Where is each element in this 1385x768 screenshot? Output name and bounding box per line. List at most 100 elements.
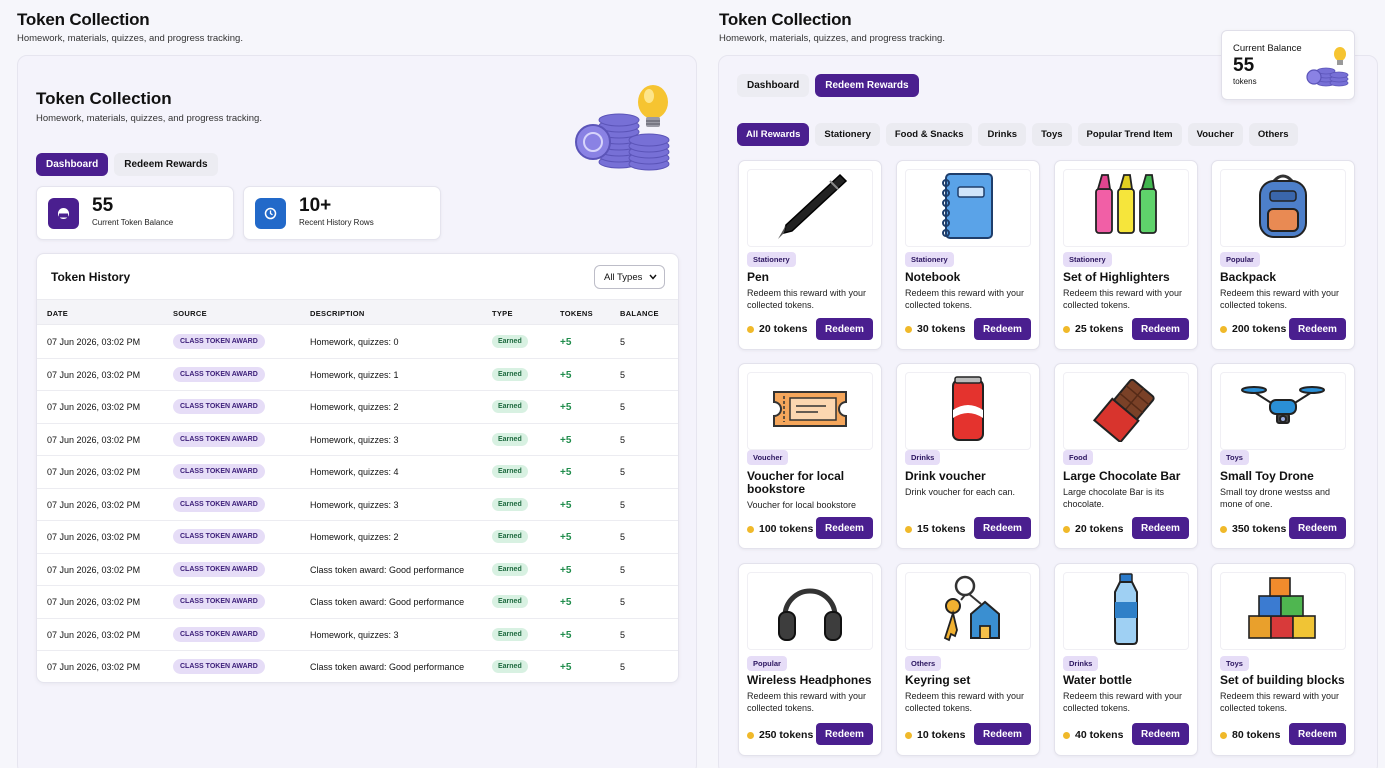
reward-price: 30 tokens (905, 323, 965, 335)
reward-name: Set of Highlighters (1063, 270, 1170, 284)
tab-redeem-rewards[interactable]: Redeem Rewards (815, 74, 919, 97)
reward-name: Backpack (1220, 270, 1277, 284)
notebook-icon (938, 171, 998, 246)
right-tab-bar: Dashboard Redeem Rewards (737, 74, 919, 97)
column-header: DATE (47, 309, 69, 318)
category-food-snacks[interactable]: Food & Snacks (885, 123, 973, 146)
headphones-icon (775, 574, 845, 649)
category-popular-trend-item[interactable]: Popular Trend Item (1077, 123, 1182, 146)
reward-description: Redeem this reward with your collected t… (1220, 691, 1340, 713)
category-badge: Drinks (905, 450, 941, 465)
redeem-button[interactable]: Redeem (1132, 517, 1189, 539)
row-tokens: +5 (560, 434, 572, 446)
table-row: 07 Jun 2026, 03:02 PM CLASS TOKEN AWARD Ho… (37, 391, 678, 424)
coin-icon (1220, 525, 1227, 533)
page-subtitle: Homework, materials, quizzes, and progre… (17, 33, 243, 44)
coin-icon (1220, 731, 1227, 739)
source-badge: CLASS TOKEN AWARD (173, 464, 265, 479)
stat-history-rows: 10+ Recent History Rows (243, 186, 441, 240)
category-stationery[interactable]: Stationery (815, 123, 880, 146)
reward-name: Wireless Headphones (747, 673, 872, 687)
type-badge: Earned (492, 367, 528, 381)
reward-name: Water bottle (1063, 673, 1132, 687)
reward-price: 40 tokens (1063, 729, 1123, 741)
water-bottle-icon (1109, 572, 1143, 651)
type-badge: Earned (492, 400, 528, 413)
row-description: Homework, quizzes: 2 (310, 532, 399, 542)
table-row: 07 Jun 2026, 03:02 PM CLASS TOKEN AWARD Ho… (37, 359, 678, 391)
tab-dashboard[interactable]: Dashboard (737, 74, 810, 97)
reward-price: 10 tokens (905, 729, 965, 741)
table-header: DATE SOURCE DESCRIPTION TYPE TOKENS BALA… (37, 299, 678, 325)
source-badge: CLASS TOKEN AWARD (173, 594, 265, 609)
redeem-button[interactable]: Redeem (816, 517, 873, 539)
category-badge: Food (1063, 450, 1094, 465)
current-balance-card: Current Balance 55 tokens (1221, 30, 1355, 100)
row-balance: 5 (620, 499, 626, 510)
balance-value: 55 (1233, 55, 1255, 76)
source-badge: CLASS TOKEN AWARD (173, 561, 265, 577)
row-tokens: +5 (560, 629, 572, 641)
row-date: 07 Jun 2026, 03:02 PM (47, 629, 141, 640)
reward-name: Set of building blocks (1220, 673, 1345, 687)
reward-card: Stationery Notebook Redeem this reward wit… (896, 160, 1040, 350)
row-date: 07 Jun 2026, 03:02 PM (47, 662, 141, 672)
coin-icon (1063, 525, 1070, 533)
tab-redeem-rewards[interactable]: Redeem Rewards (114, 153, 218, 176)
row-date: 07 Jun 2026, 03:02 PM (47, 369, 141, 380)
reward-description: Redeem this reward with your collected t… (747, 691, 867, 713)
tab-dashboard[interactable]: Dashboard (36, 153, 109, 176)
type-filter-select[interactable]: All Types (594, 265, 665, 289)
category-badge: Others (905, 656, 942, 671)
row-date: 07 Jun 2026, 03:02 PM (47, 532, 141, 542)
category-toys[interactable]: Toys (1032, 123, 1072, 146)
category-voucher[interactable]: Voucher (1187, 123, 1243, 146)
reward-card: Others Keyring set Redeem this reward with… (896, 563, 1040, 756)
redeem-button[interactable]: Redeem (974, 723, 1031, 745)
wallet-icon (48, 198, 79, 229)
source-badge: CLASS TOKEN AWARD (173, 431, 265, 447)
coins-lightbulb-icon (575, 85, 670, 171)
redeem-button[interactable]: Redeem (1132, 318, 1189, 340)
reward-card: Toys Small Toy Drone Small toy drone wests… (1211, 363, 1355, 549)
row-description: Homework, quizzes: 4 (310, 467, 399, 477)
redeem-button[interactable]: Redeem (1289, 318, 1346, 340)
table-row: 07 Jun 2026, 03:02 PM CLASS TOKEN AWARD Ho… (37, 424, 678, 456)
type-badge: Earned (492, 497, 528, 511)
redeem-button[interactable]: Redeem (1289, 723, 1346, 745)
redeem-button[interactable]: Redeem (1132, 723, 1189, 745)
category-all-rewards[interactable]: All Rewards (737, 123, 810, 146)
coins-icon (1306, 47, 1349, 87)
table-row: 07 Jun 2026, 03:02 PM CLASS TOKEN AWARD Cl… (37, 586, 678, 619)
reward-image (1220, 572, 1346, 650)
price-text: 20 tokens (759, 323, 808, 335)
row-tokens: +5 (560, 337, 572, 348)
type-badge: Earned (492, 465, 528, 478)
source-badge: CLASS TOKEN AWARD (173, 366, 265, 382)
category-others[interactable]: Others (1248, 123, 1298, 146)
stat-value: 55 (92, 195, 114, 216)
reward-card: Popular Wireless Headphones Redeem this re… (738, 563, 882, 756)
price-text: 15 tokens (917, 523, 966, 535)
chocolate-icon (1092, 376, 1159, 447)
reward-description: Redeem this reward with your collected t… (905, 288, 1025, 310)
row-balance: 5 (620, 434, 626, 445)
category-drinks[interactable]: Drinks (978, 123, 1027, 146)
category-badge: Toys (1220, 656, 1249, 671)
redeem-button[interactable]: Redeem (974, 318, 1031, 340)
reward-description: Redeem this reward with your collected t… (1220, 288, 1340, 310)
drone-icon (1240, 384, 1326, 439)
coin-icon (1063, 325, 1070, 333)
redeem-button[interactable]: Redeem (974, 517, 1031, 539)
redeem-button[interactable]: Redeem (1289, 517, 1346, 539)
reward-description: Large chocolate Bar is its chocolate. (1063, 487, 1165, 509)
price-text: 80 tokens (1232, 729, 1281, 741)
price-text: 250 tokens (759, 729, 814, 741)
reward-image (905, 169, 1031, 247)
row-tokens: +5 (560, 499, 572, 511)
redeem-button[interactable]: Redeem (816, 723, 873, 745)
table-title: Token History (51, 270, 131, 284)
coin-icon (747, 731, 754, 739)
token-history-table: Token History All Types DATE SOURCE DESC… (36, 253, 679, 683)
redeem-button[interactable]: Redeem (816, 318, 873, 340)
